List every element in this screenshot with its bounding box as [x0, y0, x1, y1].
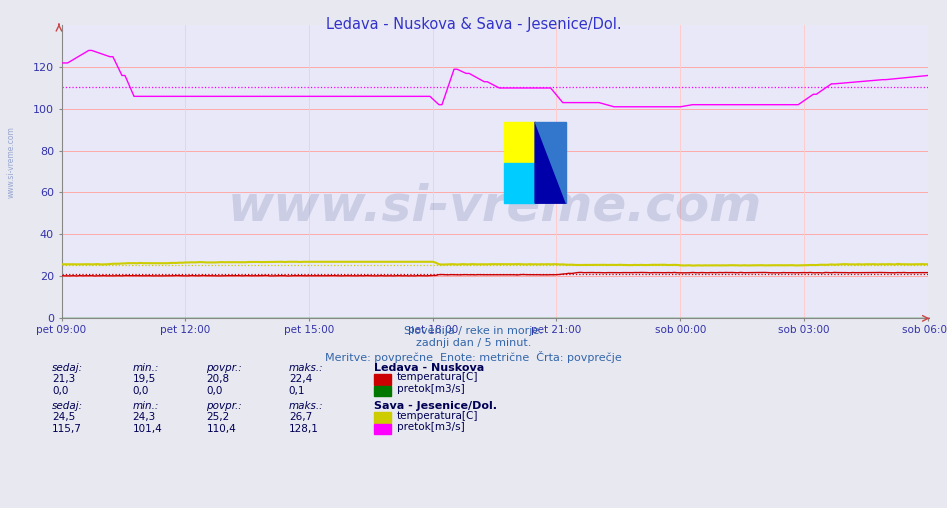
Text: sedaj:: sedaj: [52, 401, 83, 411]
Polygon shape [535, 122, 566, 203]
Text: www.si-vreme.com: www.si-vreme.com [7, 126, 16, 199]
Text: 0,0: 0,0 [52, 386, 68, 396]
Text: 0,0: 0,0 [206, 386, 223, 396]
Text: 26,7: 26,7 [289, 412, 313, 422]
Polygon shape [535, 122, 566, 203]
Text: 19,5: 19,5 [133, 374, 156, 384]
Text: maks.:: maks.: [289, 363, 324, 373]
Text: zadnji dan / 5 minut.: zadnji dan / 5 minut. [416, 338, 531, 348]
Text: 22,4: 22,4 [289, 374, 313, 384]
Text: 0,0: 0,0 [133, 386, 149, 396]
Text: pretok[m3/s]: pretok[m3/s] [397, 384, 465, 394]
Text: sedaj:: sedaj: [52, 363, 83, 373]
Text: 0,1: 0,1 [289, 386, 305, 396]
Polygon shape [504, 163, 535, 203]
Text: 115,7: 115,7 [52, 424, 82, 434]
Text: 128,1: 128,1 [289, 424, 319, 434]
Text: 101,4: 101,4 [133, 424, 162, 434]
Polygon shape [504, 122, 535, 163]
Text: Sava - Jesenice/Dol.: Sava - Jesenice/Dol. [374, 401, 497, 411]
Text: www.si-vreme.com: www.si-vreme.com [227, 182, 762, 231]
Text: temperatura[C]: temperatura[C] [397, 372, 478, 383]
Text: min.:: min.: [133, 401, 159, 411]
Text: temperatura[C]: temperatura[C] [397, 410, 478, 421]
Text: Meritve: povprečne  Enote: metrične  Črta: povprečje: Meritve: povprečne Enote: metrične Črta:… [325, 351, 622, 363]
Text: povpr.:: povpr.: [206, 363, 242, 373]
Text: maks.:: maks.: [289, 401, 324, 411]
Text: Slovenija / reke in morje.: Slovenija / reke in morje. [404, 326, 543, 336]
Text: 24,3: 24,3 [133, 412, 156, 422]
Text: Ledava - Nuskova: Ledava - Nuskova [374, 363, 484, 373]
Text: pretok[m3/s]: pretok[m3/s] [397, 422, 465, 432]
Text: povpr.:: povpr.: [206, 401, 242, 411]
Text: 24,5: 24,5 [52, 412, 76, 422]
Text: 20,8: 20,8 [206, 374, 229, 384]
Text: 110,4: 110,4 [206, 424, 236, 434]
Text: min.:: min.: [133, 363, 159, 373]
Text: Ledava - Nuskova & Sava - Jesenice/Dol.: Ledava - Nuskova & Sava - Jesenice/Dol. [326, 17, 621, 32]
Text: 21,3: 21,3 [52, 374, 76, 384]
Text: 25,2: 25,2 [206, 412, 230, 422]
